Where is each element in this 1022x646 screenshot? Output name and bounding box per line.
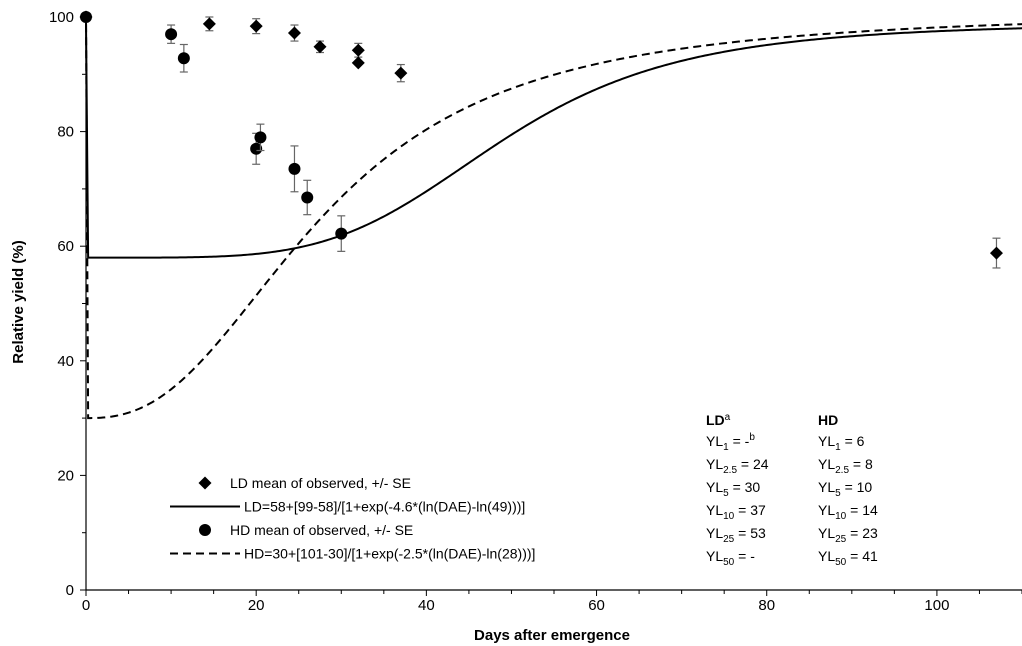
ld-observed-point <box>351 56 365 70</box>
y-tick-label: 20 <box>57 467 74 484</box>
hd-observed-point <box>250 142 263 155</box>
ld-observed-point <box>287 26 301 40</box>
x-tick-label: 0 <box>82 597 90 614</box>
hd-observed-point <box>301 191 314 204</box>
hd-yield-loss-value: YL2.5 = 8 <box>818 456 873 476</box>
x-tick-label: 100 <box>924 597 949 614</box>
hd-header: HD <box>818 412 838 428</box>
ld-observed-point <box>313 40 327 54</box>
ld-observed-point <box>989 246 1003 260</box>
x-tick-label: 40 <box>418 597 435 614</box>
hd-yield-loss-value: YL1 = 6 <box>818 433 865 453</box>
x-tick-label: 20 <box>248 597 265 614</box>
hd-observed-point <box>80 11 92 23</box>
hd-observed-point <box>335 227 348 240</box>
x-tick-label: 60 <box>588 597 605 614</box>
ld-yield-loss-value: YL1 = -b <box>706 432 755 453</box>
hd-observed-point <box>288 162 301 175</box>
legend-label: HD mean of observed, +/- SE <box>230 522 413 538</box>
legend: LD mean of observed, +/- SE LD=58+[99-58]… <box>170 475 535 562</box>
hd-yield-loss-value: YL50 = 41 <box>818 548 878 568</box>
y-tick-label: 0 <box>66 582 74 599</box>
ld-fitted-curve <box>85 22 1022 259</box>
y-tick-label: 80 <box>57 124 74 141</box>
y-tick-label: 40 <box>57 353 74 370</box>
ld-observed-point <box>249 19 263 33</box>
legend-label: LD=58+[99-58]/[1+exp(-4.6*(ln(DAE)-ln(49… <box>244 499 525 515</box>
x-axis-title: Days after emergence <box>474 627 630 644</box>
hd-yield-loss-value: YL10 = 14 <box>818 502 878 522</box>
x-tick-label: 80 <box>758 597 775 614</box>
yield-loss-annotation: LDa HD YL1 = -b YL1 = 6 YL2.5 = 24 YL2.5 = 8 Y… <box>706 412 878 568</box>
ld-yield-loss-value: YL10 = 37 <box>706 502 766 522</box>
legend-label: HD=30+[101-30]/[1+exp(-2.5*(ln(DAE)-ln(2… <box>244 546 535 562</box>
y-axis-title: Relative yield (%) <box>10 240 27 363</box>
legend-marker <box>198 476 212 490</box>
hd-yield-loss-value: YL5 = 10 <box>818 479 872 499</box>
hd-observed-point <box>254 131 267 144</box>
y-tick-label: 100 <box>49 9 74 26</box>
ld-yield-loss-value: YL5 = 30 <box>706 479 760 499</box>
ld-observed-point <box>394 66 408 80</box>
legend-marker <box>199 524 211 536</box>
ld-observed-point <box>351 43 365 57</box>
axes: 0 20 40 60 80 100 0 20 40 60 80 100 <box>49 9 1022 614</box>
hd-fitted-curve <box>85 11 1022 420</box>
legend-label: LD mean of observed, +/- SE <box>230 475 411 491</box>
ld-yield-loss-value: YL2.5 = 24 <box>706 456 769 476</box>
fitted-curves <box>85 11 1022 420</box>
ld-yield-loss-value: YL50 = - <box>706 548 755 568</box>
hd-yield-loss-value: YL25 = 23 <box>818 525 878 545</box>
ld-observed-point <box>202 17 216 31</box>
observed-markers <box>79 10 1003 269</box>
ld-header: LDa <box>706 412 731 428</box>
ld-yield-loss-value: YL25 = 53 <box>706 525 766 545</box>
hd-observed-point <box>165 28 178 41</box>
hd-observed-point <box>177 52 190 65</box>
y-tick-label: 60 <box>57 238 74 255</box>
